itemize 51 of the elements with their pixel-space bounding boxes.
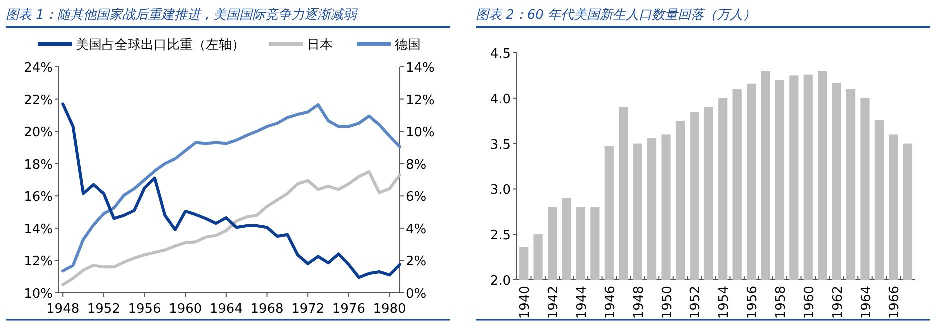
- x-tick-label: 1976: [332, 302, 366, 317]
- x-tick-label: 1952: [688, 286, 704, 320]
- y2-tick-label: 10%: [406, 126, 435, 141]
- y-tick-label: 3.5: [490, 138, 511, 153]
- x-tick-label: 1944: [574, 286, 590, 320]
- y2-tick-label: 8%: [406, 158, 427, 173]
- y-tick-label: 4.0: [490, 92, 511, 108]
- y-tick-label: 18%: [24, 158, 53, 173]
- x-tick-label: 1946: [603, 286, 618, 320]
- line-series: [62, 170, 402, 286]
- y-tick-label: 22%: [24, 93, 53, 108]
- y-tick-label: 12%: [24, 254, 53, 270]
- x-tick-label: 1972: [292, 302, 325, 317]
- x-tick-label: 1966: [888, 286, 903, 320]
- x-tick-label: 1942: [546, 286, 562, 320]
- y2-tick-label: 2%: [406, 254, 427, 270]
- y-tick-label: 2.5: [490, 228, 511, 244]
- x-tick-label: 1964: [210, 302, 243, 317]
- x-tick-label: 1956: [746, 286, 761, 320]
- x-tick-label: 1980: [373, 302, 406, 317]
- x-tick-label: 1960: [802, 286, 818, 320]
- y-tick-label: 14%: [24, 222, 53, 238]
- y-tick-label: 2.0: [490, 274, 511, 289]
- legend-label: 美国占全球出口比重（左轴）: [76, 37, 245, 53]
- x-tick-label: 1948: [632, 286, 647, 320]
- x-tick-label: 1962: [830, 286, 846, 320]
- y-tick-label: 10%: [24, 287, 53, 302]
- x-tick-label: 1956: [128, 302, 162, 317]
- y2-tick-label: 4%: [406, 222, 427, 238]
- legend-label: 德国: [395, 38, 421, 53]
- y2-tick-label: 6%: [406, 190, 427, 206]
- x-tick-label: 1948: [46, 302, 80, 317]
- chart-title: 图表 2：60 年代美国新生人口数量回落（万人）: [476, 7, 756, 23]
- x-tick-label: 1954: [717, 286, 732, 320]
- x-tick-label: 1964: [859, 286, 874, 320]
- x-tick-label: 1968: [250, 302, 284, 317]
- x-tick-label: 1940: [518, 286, 534, 320]
- x-tick-label: 1952: [87, 302, 120, 317]
- y2-tick-label: 0%: [406, 287, 427, 302]
- y2-tick-label: 14%: [406, 61, 435, 76]
- y-tick-label: 16%: [24, 190, 53, 206]
- y2-tick-label: 12%: [406, 93, 435, 108]
- y-tick-label: 3.0: [490, 183, 511, 198]
- y-tick-label: 20%: [24, 126, 53, 141]
- chart-title: 图表 1：随其他国家战后重建推进，美国国际竞争力逐渐减弱: [6, 7, 358, 23]
- legend-label: 日本: [307, 38, 333, 53]
- y-tick-label: 24%: [24, 61, 53, 76]
- x-tick-label: 1958: [774, 286, 789, 320]
- y-tick-label: 4.5: [490, 47, 511, 62]
- x-tick-label: 1950: [660, 286, 676, 320]
- x-tick-label: 1960: [169, 302, 202, 317]
